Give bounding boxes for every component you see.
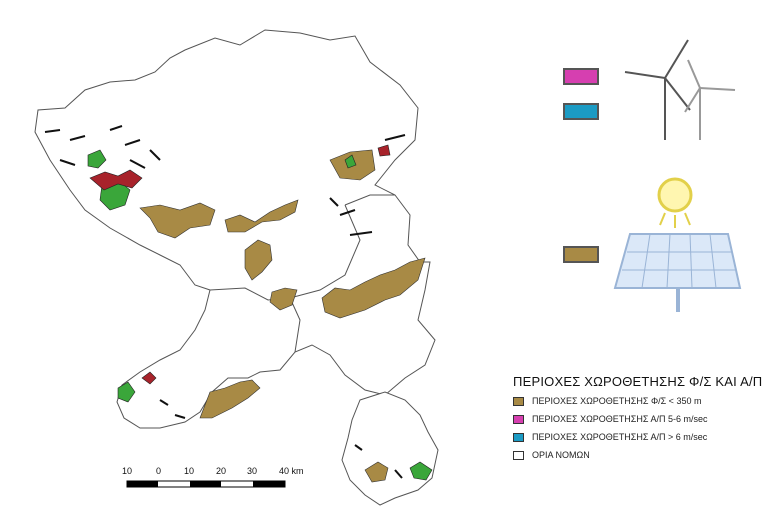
legend-swatch bbox=[513, 432, 524, 442]
island-boundary bbox=[341, 391, 439, 506]
solar-panel-icon bbox=[613, 177, 742, 312]
scale-label: 20 bbox=[216, 466, 227, 476]
legend-item: ΠΕΡΙΟΧΕΣ ΧΩΡΟΘΕΤΗΣΗΣ Α/Π > 6 m/sec bbox=[513, 432, 707, 442]
legend-label: ΠΕΡΙΟΧΕΣ ΧΩΡΟΘΕΤΗΣΗΣ Φ/Σ < 350 m bbox=[532, 396, 702, 406]
wind-turbine-icon bbox=[624, 39, 736, 140]
wind-low-box bbox=[563, 68, 599, 85]
wind-high-areas bbox=[89, 144, 391, 385]
solar-areas bbox=[139, 149, 426, 483]
scale-label: 40 km bbox=[279, 466, 304, 476]
scale-label: 0 bbox=[156, 466, 162, 476]
solar-box bbox=[563, 246, 599, 263]
prefecture-border bbox=[209, 204, 361, 301]
scale-label: 10 bbox=[122, 466, 133, 476]
legend-item: ΟΡΙΑ ΝΟΜΩΝ bbox=[513, 450, 590, 460]
legend-item: ΠΕΡΙΟΧΕΣ ΧΩΡΟΘΕΤΗΣΗΣ Φ/Σ < 350 m bbox=[513, 396, 701, 406]
legend-title: ΠΕΡΙΟΧΕΣ ΧΩΡΟΘΕΤΗΣΗΣ Φ/Σ ΚΑΙ Α/Π bbox=[513, 374, 763, 389]
legend-swatch bbox=[513, 450, 524, 460]
terrain-fragments bbox=[44, 125, 406, 479]
prefecture-border bbox=[289, 297, 301, 353]
legend-label: ΠΕΡΙΟΧΕΣ ΧΩΡΟΘΕΤΗΣΗΣ Α/Π > 6 m/sec bbox=[532, 432, 708, 442]
legend-label: ΟΡΙΑ ΝΟΜΩΝ bbox=[532, 450, 590, 460]
prefecture-border bbox=[344, 194, 395, 206]
legend-item: ΠΕΡΙΟΧΕΣ ΧΩΡΟΘΕΤΗΣΗΣ Α/Π 5-6 m/sec bbox=[513, 414, 707, 424]
scale-label: 10 bbox=[184, 466, 195, 476]
legend-label: ΠΕΡΙΟΧΕΣ ΧΩΡΟΘΕΤΗΣΗΣ Α/Π 5-6 m/sec bbox=[532, 414, 708, 424]
legend-swatch bbox=[513, 396, 524, 406]
scale-bar bbox=[126, 480, 286, 488]
scale-label: 30 bbox=[247, 466, 258, 476]
legend-swatch bbox=[513, 414, 524, 424]
wind-high-box bbox=[563, 103, 599, 120]
